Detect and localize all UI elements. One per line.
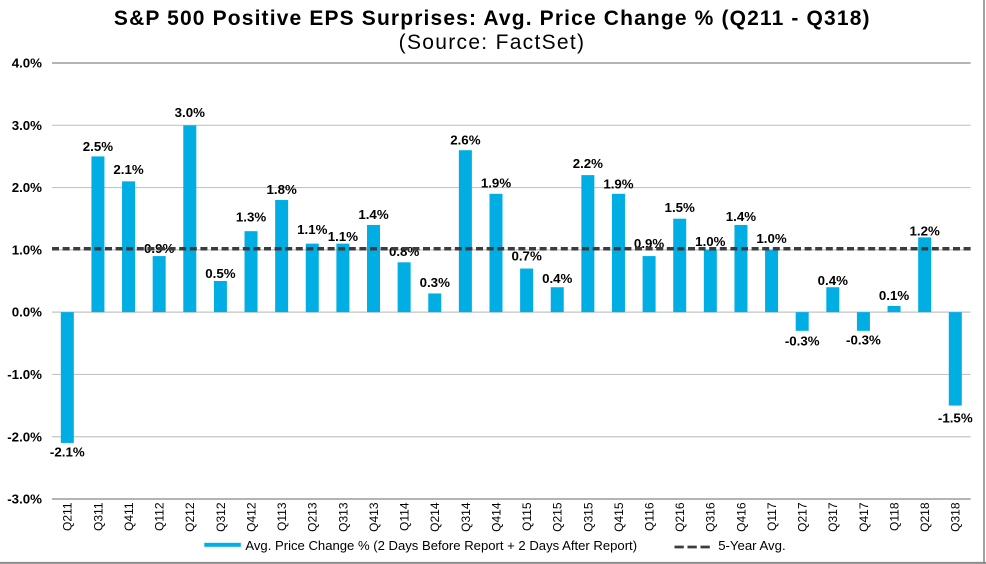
svg-text:1.0%: 1.0% <box>12 242 42 257</box>
svg-text:2.5%: 2.5% <box>83 139 113 154</box>
svg-text:Q318: Q318 <box>949 502 963 532</box>
svg-text:Q313: Q313 <box>336 502 350 532</box>
svg-text:-1.0%: -1.0% <box>7 367 42 382</box>
svg-text:Q416: Q416 <box>734 502 748 532</box>
svg-text:-2.1%: -2.1% <box>50 444 85 459</box>
svg-text:Q213: Q213 <box>306 502 320 532</box>
svg-text:Q212: Q212 <box>183 502 197 532</box>
svg-text:Q417: Q417 <box>857 502 871 532</box>
svg-text:Q314: Q314 <box>459 502 473 532</box>
svg-text:1.0%: 1.0% <box>695 234 725 249</box>
svg-text:5-Year Avg.: 5-Year Avg. <box>718 538 785 553</box>
svg-text:Q214: Q214 <box>428 502 442 532</box>
svg-text:0.4%: 0.4% <box>818 273 848 288</box>
svg-text:3.0%: 3.0% <box>175 105 205 120</box>
svg-text:3.0%: 3.0% <box>12 118 42 133</box>
svg-text:1.4%: 1.4% <box>726 209 756 224</box>
svg-text:1.4%: 1.4% <box>358 207 388 222</box>
svg-text:1.1%: 1.1% <box>297 222 327 237</box>
svg-text:0.0%: 0.0% <box>12 305 42 320</box>
svg-text:0.7%: 0.7% <box>511 248 541 263</box>
svg-text:Q217: Q217 <box>796 502 810 532</box>
svg-text:0.4%: 0.4% <box>542 271 572 286</box>
svg-text:1.0%: 1.0% <box>756 231 786 246</box>
svg-text:1.2%: 1.2% <box>910 223 940 238</box>
svg-text:Q118: Q118 <box>887 502 901 531</box>
svg-text:1.8%: 1.8% <box>266 182 296 197</box>
svg-text:-3.0%: -3.0% <box>7 492 42 507</box>
svg-text:-0.3%: -0.3% <box>846 333 881 348</box>
svg-text:Q411: Q411 <box>122 502 136 531</box>
svg-text:Q312: Q312 <box>214 502 228 532</box>
svg-text:2.6%: 2.6% <box>450 132 480 147</box>
svg-text:Q211: Q211 <box>61 502 75 531</box>
svg-text:Q113: Q113 <box>275 502 289 531</box>
svg-text:2.0%: 2.0% <box>12 180 42 195</box>
svg-text:1.1%: 1.1% <box>328 229 358 244</box>
svg-text:S&P 500 Positive EPS Surprises: S&P 500 Positive EPS Surprises: Avg. Pri… <box>114 7 871 30</box>
svg-text:-0.3%: -0.3% <box>785 334 820 349</box>
svg-text:2.2%: 2.2% <box>573 156 603 171</box>
svg-text:Q115: Q115 <box>520 502 534 531</box>
svg-text:0.1%: 0.1% <box>879 288 909 303</box>
svg-text:0.5%: 0.5% <box>205 266 235 281</box>
svg-text:Q315: Q315 <box>581 502 595 532</box>
svg-text:0.3%: 0.3% <box>420 275 450 290</box>
svg-text:-2.0%: -2.0% <box>7 429 42 444</box>
svg-text:(Source: FactSet): (Source: FactSet) <box>399 31 586 54</box>
svg-text:Q218: Q218 <box>918 502 932 532</box>
svg-text:Q216: Q216 <box>673 502 687 532</box>
svg-text:Q311: Q311 <box>91 502 105 531</box>
svg-text:Q116: Q116 <box>642 502 656 531</box>
svg-text:1.9%: 1.9% <box>603 176 633 191</box>
svg-text:Q412: Q412 <box>244 502 258 532</box>
svg-text:Q413: Q413 <box>367 502 381 532</box>
svg-text:Q317: Q317 <box>826 502 840 532</box>
svg-text:Avg. Price Change % (2 Days Be: Avg. Price Change % (2 Days Before Repor… <box>245 538 637 553</box>
svg-text:Q114: Q114 <box>398 502 412 531</box>
svg-text:Q112: Q112 <box>153 502 167 531</box>
svg-text:Q117: Q117 <box>765 502 779 531</box>
svg-text:4.0%: 4.0% <box>12 56 42 71</box>
svg-text:1.9%: 1.9% <box>481 176 511 191</box>
svg-text:1.5%: 1.5% <box>665 200 695 215</box>
svg-text:-1.5%: -1.5% <box>938 411 973 426</box>
svg-text:Q215: Q215 <box>551 502 565 532</box>
svg-text:1.3%: 1.3% <box>236 210 266 225</box>
svg-text:Q316: Q316 <box>704 502 718 532</box>
svg-text:2.1%: 2.1% <box>113 162 143 177</box>
svg-text:Q415: Q415 <box>612 502 626 532</box>
svg-text:Q414: Q414 <box>489 502 503 532</box>
svg-text:0.8%: 0.8% <box>389 244 419 259</box>
